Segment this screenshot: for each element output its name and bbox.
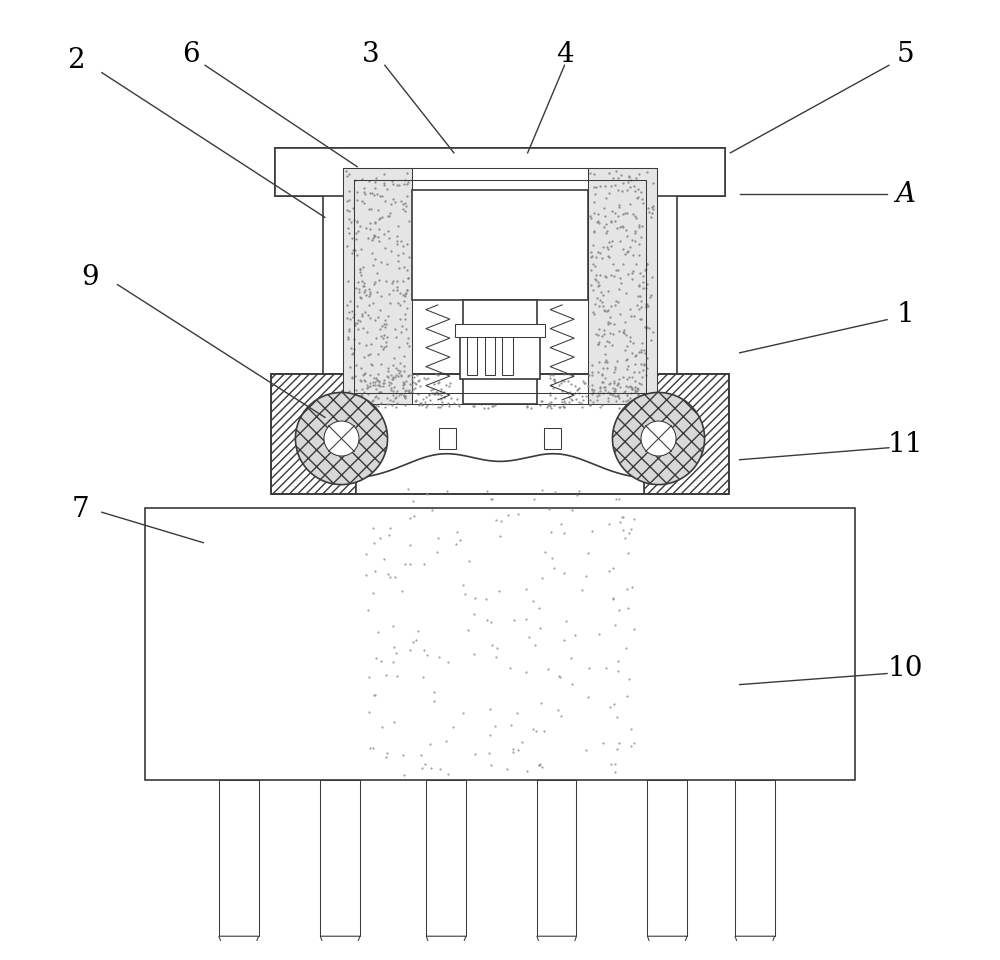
Bar <box>275 148 323 196</box>
Text: 2: 2 <box>67 47 85 74</box>
Text: 7: 7 <box>72 496 90 523</box>
Bar <box>145 508 855 780</box>
Bar <box>677 148 725 196</box>
Bar <box>426 780 466 936</box>
Polygon shape <box>320 936 360 960</box>
Bar <box>485 331 495 375</box>
Polygon shape <box>647 936 687 960</box>
Text: 5: 5 <box>897 40 914 68</box>
Bar <box>644 374 729 493</box>
Bar <box>320 780 360 936</box>
Bar <box>467 331 477 375</box>
Bar <box>343 169 657 404</box>
Polygon shape <box>219 936 259 960</box>
Circle shape <box>324 421 359 456</box>
Bar <box>537 780 576 936</box>
Bar <box>275 148 725 196</box>
Bar <box>343 169 412 404</box>
Polygon shape <box>735 936 775 960</box>
Text: 1: 1 <box>897 300 914 327</box>
Bar <box>588 169 657 404</box>
Text: 6: 6 <box>182 40 200 68</box>
Circle shape <box>641 421 676 456</box>
Polygon shape <box>426 936 466 960</box>
Bar <box>354 180 646 394</box>
Bar <box>502 331 513 375</box>
Bar <box>271 374 356 493</box>
Text: 4: 4 <box>556 40 573 68</box>
Bar <box>544 428 561 448</box>
Polygon shape <box>537 936 576 960</box>
Bar <box>412 190 588 300</box>
Circle shape <box>612 393 705 485</box>
Bar <box>323 148 677 424</box>
Text: 10: 10 <box>888 656 923 683</box>
Circle shape <box>295 393 388 485</box>
Text: 3: 3 <box>362 40 380 68</box>
Text: 11: 11 <box>888 431 923 459</box>
Text: A: A <box>896 180 916 207</box>
Bar <box>460 328 540 378</box>
Bar <box>455 324 545 337</box>
Bar <box>356 374 644 493</box>
Bar <box>439 428 456 448</box>
Bar <box>735 780 775 936</box>
Bar <box>219 780 259 936</box>
Bar <box>463 300 537 404</box>
Text: 9: 9 <box>81 264 99 291</box>
Bar <box>647 780 687 936</box>
Bar <box>271 374 729 493</box>
